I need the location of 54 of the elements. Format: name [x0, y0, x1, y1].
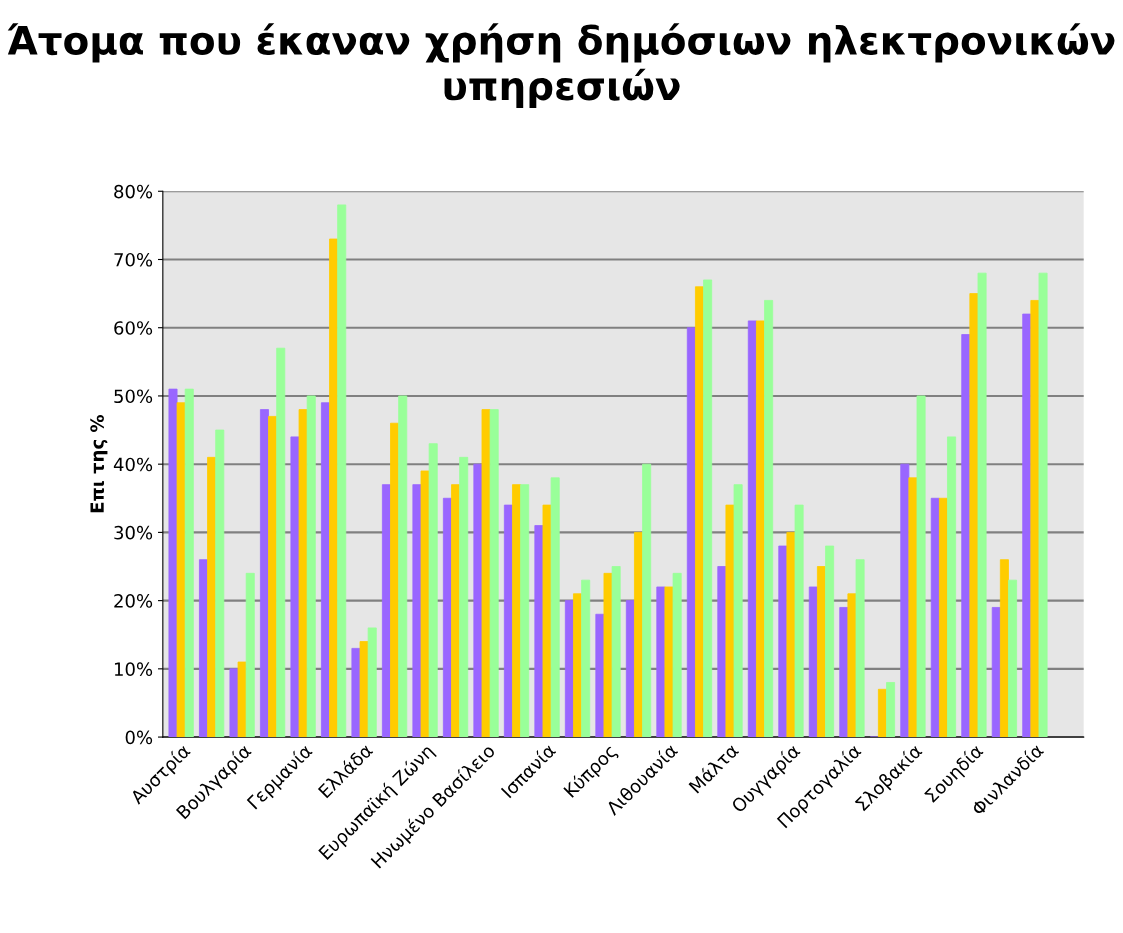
bar — [337, 204, 347, 738]
bar — [398, 395, 408, 738]
bar — [229, 668, 239, 738]
bar — [237, 661, 247, 738]
bar — [581, 579, 591, 738]
bar — [778, 545, 788, 738]
bar — [733, 484, 743, 738]
bar — [573, 593, 583, 738]
bar — [900, 463, 910, 738]
bar — [520, 484, 530, 738]
y-axis-title: Επι της % — [90, 415, 108, 513]
bar — [459, 456, 469, 738]
bar — [794, 504, 804, 738]
y-tick-label: 70% — [114, 252, 153, 267]
bar — [245, 572, 255, 738]
y-tick-label: 50% — [114, 389, 153, 404]
bar — [664, 586, 674, 738]
y-tick-label: 80% — [114, 184, 153, 199]
bar — [184, 388, 194, 738]
bar — [916, 395, 926, 738]
bar — [176, 402, 186, 738]
bar — [642, 463, 652, 738]
bar — [306, 395, 316, 738]
bar — [489, 409, 499, 738]
bar — [764, 300, 774, 738]
bar — [999, 559, 1009, 738]
y-tick-label: 10% — [114, 662, 153, 676]
bar — [367, 627, 377, 738]
bar — [825, 545, 835, 738]
bar — [703, 279, 713, 738]
bar — [656, 586, 666, 738]
bar — [847, 593, 857, 738]
bar — [977, 272, 987, 738]
bar — [808, 586, 818, 738]
y-tick-label: 20% — [114, 594, 153, 608]
bar — [550, 477, 560, 738]
bar — [168, 388, 178, 738]
y-tick-label: 40% — [113, 457, 153, 472]
bar — [1038, 272, 1048, 738]
bar — [259, 409, 269, 738]
y-tick-label: 0% — [125, 730, 153, 745]
bar — [1008, 579, 1018, 738]
bar — [947, 436, 957, 738]
bar — [886, 682, 896, 738]
bar — [855, 559, 865, 738]
chart-title: Άτομα που έκαναν χρήση δημόσιων ηλεκτρονικών υπηρεσιών — [7, 23, 1115, 108]
bar — [611, 566, 621, 738]
bar — [215, 429, 225, 738]
bar — [672, 572, 682, 738]
y-tick-label: 60% — [114, 321, 153, 335]
bar — [298, 409, 308, 738]
bar — [428, 443, 438, 738]
bar — [276, 347, 286, 738]
y-tick-label: 30% — [114, 525, 153, 540]
